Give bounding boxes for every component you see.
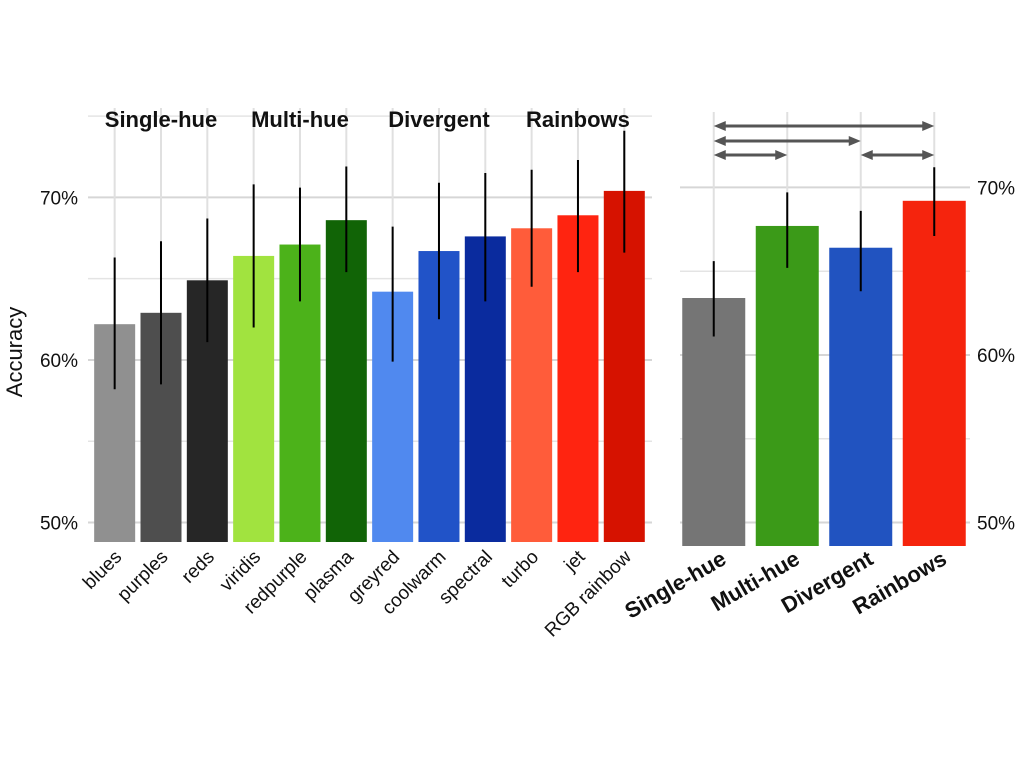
arrow-head-left [713,136,726,146]
arrow-head-right [848,136,861,146]
group-label: Multi-hue [251,107,349,132]
category-label: jet [560,546,590,576]
group-label: Rainbows [526,107,630,132]
bar-divergent [829,247,893,546]
group-label: Single-hue [105,107,217,132]
bar-rainbows [902,200,966,547]
arrow-head-right [922,121,935,131]
bar-plasma [325,220,367,543]
y-tick-label: 50% [40,513,78,534]
arrow-head-right [922,150,935,160]
arrow-head-left [713,121,726,131]
category-label: turbo [498,547,543,592]
y-tick-label: 70% [40,188,78,209]
arrow-head-left [860,150,873,160]
comparison-arrow [713,150,788,160]
left-error-bars [113,130,626,390]
y-axis-title: Accuracy [2,307,27,397]
left-bars [94,190,645,543]
bar-single-hue [682,298,746,546]
arrow-head-left [713,150,726,160]
left-y-tick-labels: 50% 60% 70% [40,188,78,534]
y-tick-label: 50% [977,514,1015,535]
right-y-tick-labels: 50% 60% 70% [977,178,1015,534]
comparison-arrow [713,121,935,131]
comparison-arrows [713,121,935,160]
comparison-arrow [713,136,861,146]
category-label: Single-hue [620,546,730,624]
arrow-head-right [775,150,788,160]
right-chart-panel: 50% 60% 70% Single-hueMulti-hueDivergentRa… [620,112,1015,624]
category-label: purples [114,547,173,606]
right-bars [682,200,966,547]
category-label: reds [178,547,219,588]
right-error-bars [712,167,936,337]
y-tick-label: 70% [977,178,1015,199]
y-tick-label: 60% [977,346,1015,367]
comparison-arrow [860,150,935,160]
y-tick-label: 60% [40,351,78,372]
left-group-labels: Single-hue Multi-hue Divergent Rainbows [105,107,630,132]
group-label: Divergent [388,107,490,132]
bar-multi-hue [755,225,819,546]
